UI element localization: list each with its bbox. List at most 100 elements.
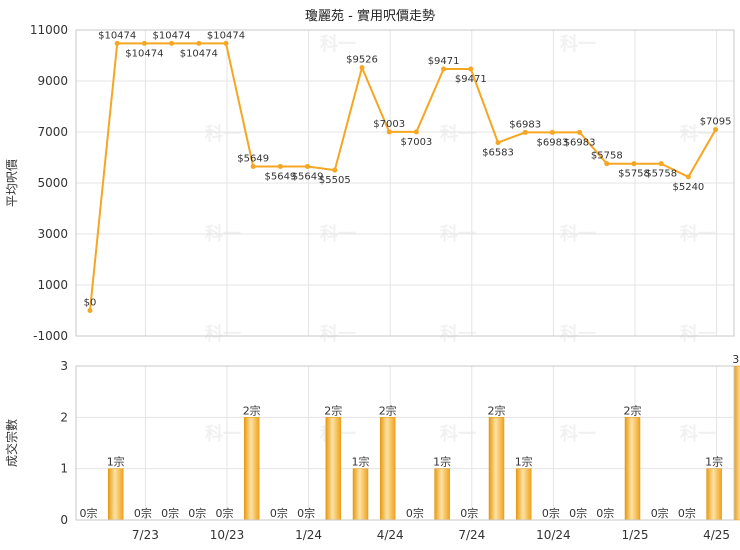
svg-text:科一: 科一 <box>440 123 476 145</box>
price-point-label: $10474 <box>125 48 163 59</box>
svg-text:科一: 科一 <box>680 323 716 345</box>
watermarks: 科一 科一 科一 科一 科一 科一 科一 科一 科一 科一 科一 科一 科一 科… <box>205 33 716 445</box>
count-bar-label: 2宗 <box>324 403 342 417</box>
count-bar <box>379 417 396 521</box>
price-point-label: $5240 <box>672 182 704 193</box>
svg-text:科一: 科一 <box>440 323 476 345</box>
count-bar-label: 3宗 <box>732 352 740 366</box>
price-grid <box>76 29 734 337</box>
count-bar-labels: 0宗 1宗 0宗 0宗 0宗 0宗 2宗 0宗 0宗 2宗 1宗 2宗 0宗 1宗 0宗 2宗 1宗 0宗 0宗 0宗… <box>80 352 740 520</box>
count-bar-label: 2宗 <box>488 403 506 417</box>
count-plot-frame <box>75 365 735 521</box>
price-point <box>631 161 637 167</box>
price-point-label: $5649 <box>264 171 296 182</box>
price-point-label: $0 <box>84 298 97 309</box>
count-y-tick: 2 <box>60 410 68 424</box>
price-point <box>277 163 283 169</box>
price-point-label: $6983 <box>536 137 568 148</box>
price-point-label: $10474 <box>98 30 136 41</box>
price-y-tick: 11000 <box>30 23 68 37</box>
price-point <box>549 129 555 135</box>
count-bar-label: 0宗 <box>80 506 98 520</box>
count-bar <box>706 468 722 521</box>
svg-text:科一: 科一 <box>680 423 716 445</box>
count-bar <box>325 417 342 521</box>
price-point <box>468 66 474 72</box>
svg-text:科一: 科一 <box>560 423 596 445</box>
price-point-label: $7095 <box>700 117 732 128</box>
price-point <box>522 129 528 135</box>
price-point <box>658 161 664 167</box>
count-bar-label: 0宗 <box>678 506 696 520</box>
count-bar-label: 0宗 <box>188 506 206 520</box>
x-tick-label: 4/24 <box>377 528 404 542</box>
count-bar-label: 2宗 <box>379 403 397 417</box>
svg-text:科一: 科一 <box>440 423 476 445</box>
price-point-label: $5649 <box>237 153 269 164</box>
price-point <box>604 161 610 167</box>
price-axis-label: 平均呎價 <box>5 159 19 207</box>
count-bar <box>515 468 532 521</box>
price-point <box>332 167 338 173</box>
price-point-label: $6983 <box>509 119 541 130</box>
price-point-label: $6583 <box>482 148 514 159</box>
price-point <box>169 40 175 46</box>
svg-text:科一: 科一 <box>320 33 356 55</box>
count-y-tick: 0 <box>60 513 68 527</box>
price-point-label: $5758 <box>618 169 650 180</box>
price-point <box>223 40 229 46</box>
count-bar-label: 0宗 <box>569 506 587 520</box>
count-bar <box>107 468 124 521</box>
price-y-tick: 9000 <box>37 74 68 88</box>
count-bar-label: 1宗 <box>705 455 723 469</box>
count-bar-label: 0宗 <box>651 506 669 520</box>
count-bar-label: 1宗 <box>107 455 125 469</box>
price-point <box>685 174 691 180</box>
count-bar-label: 0宗 <box>460 506 478 520</box>
svg-text:科一: 科一 <box>560 33 596 55</box>
price-y-tick: 3000 <box>37 227 68 241</box>
svg-text:科一: 科一 <box>205 123 241 145</box>
price-y-tick: 1000 <box>37 278 68 292</box>
price-points <box>87 40 719 313</box>
price-series-line <box>89 42 717 311</box>
x-tick-label: 4/25 <box>703 528 730 542</box>
x-tick-label: 10/23 <box>210 528 245 542</box>
price-point-label: $10474 <box>207 30 245 41</box>
price-point-label: $9471 <box>455 74 487 85</box>
price-point-label: $5758 <box>591 151 623 162</box>
count-bar-label: 0宗 <box>161 506 179 520</box>
price-point <box>196 40 202 46</box>
price-point-label: $5758 <box>645 169 677 180</box>
price-point-label: $7003 <box>400 137 432 148</box>
price-point <box>495 140 501 146</box>
price-point <box>250 163 256 169</box>
x-tick-label: 7/23 <box>132 528 159 542</box>
price-y-tick: 7000 <box>37 125 68 139</box>
price-point <box>87 308 93 313</box>
price-point-label: $5649 <box>292 171 324 182</box>
count-bar <box>434 468 450 521</box>
count-bar-label: 0宗 <box>542 506 560 520</box>
price-point <box>141 40 147 46</box>
x-tick-label: 1/25 <box>622 528 649 542</box>
count-bar-label: 2宗 <box>243 403 261 417</box>
count-bar-label: 0宗 <box>270 506 288 520</box>
price-point <box>114 40 120 46</box>
count-bar <box>352 468 369 521</box>
price-point <box>386 129 392 135</box>
count-bars <box>107 365 740 521</box>
price-point-label: $9471 <box>428 56 460 67</box>
count-bar-label: 0宗 <box>297 506 315 520</box>
price-point-label: $7003 <box>373 119 405 130</box>
price-y-tick: 5000 <box>37 176 68 190</box>
price-y-ticks: -1000 1000 3000 5000 7000 9000 11000 <box>30 23 68 343</box>
svg-text:科一: 科一 <box>680 123 716 145</box>
svg-text:科一: 科一 <box>320 323 356 345</box>
count-bar-label: 0宗 <box>134 506 152 520</box>
count-y-tick: 1 <box>60 462 68 476</box>
price-point-label: $6983 <box>564 137 596 148</box>
count-bar-label: 0宗 <box>596 506 614 520</box>
count-bar-label: 1宗 <box>352 455 370 469</box>
